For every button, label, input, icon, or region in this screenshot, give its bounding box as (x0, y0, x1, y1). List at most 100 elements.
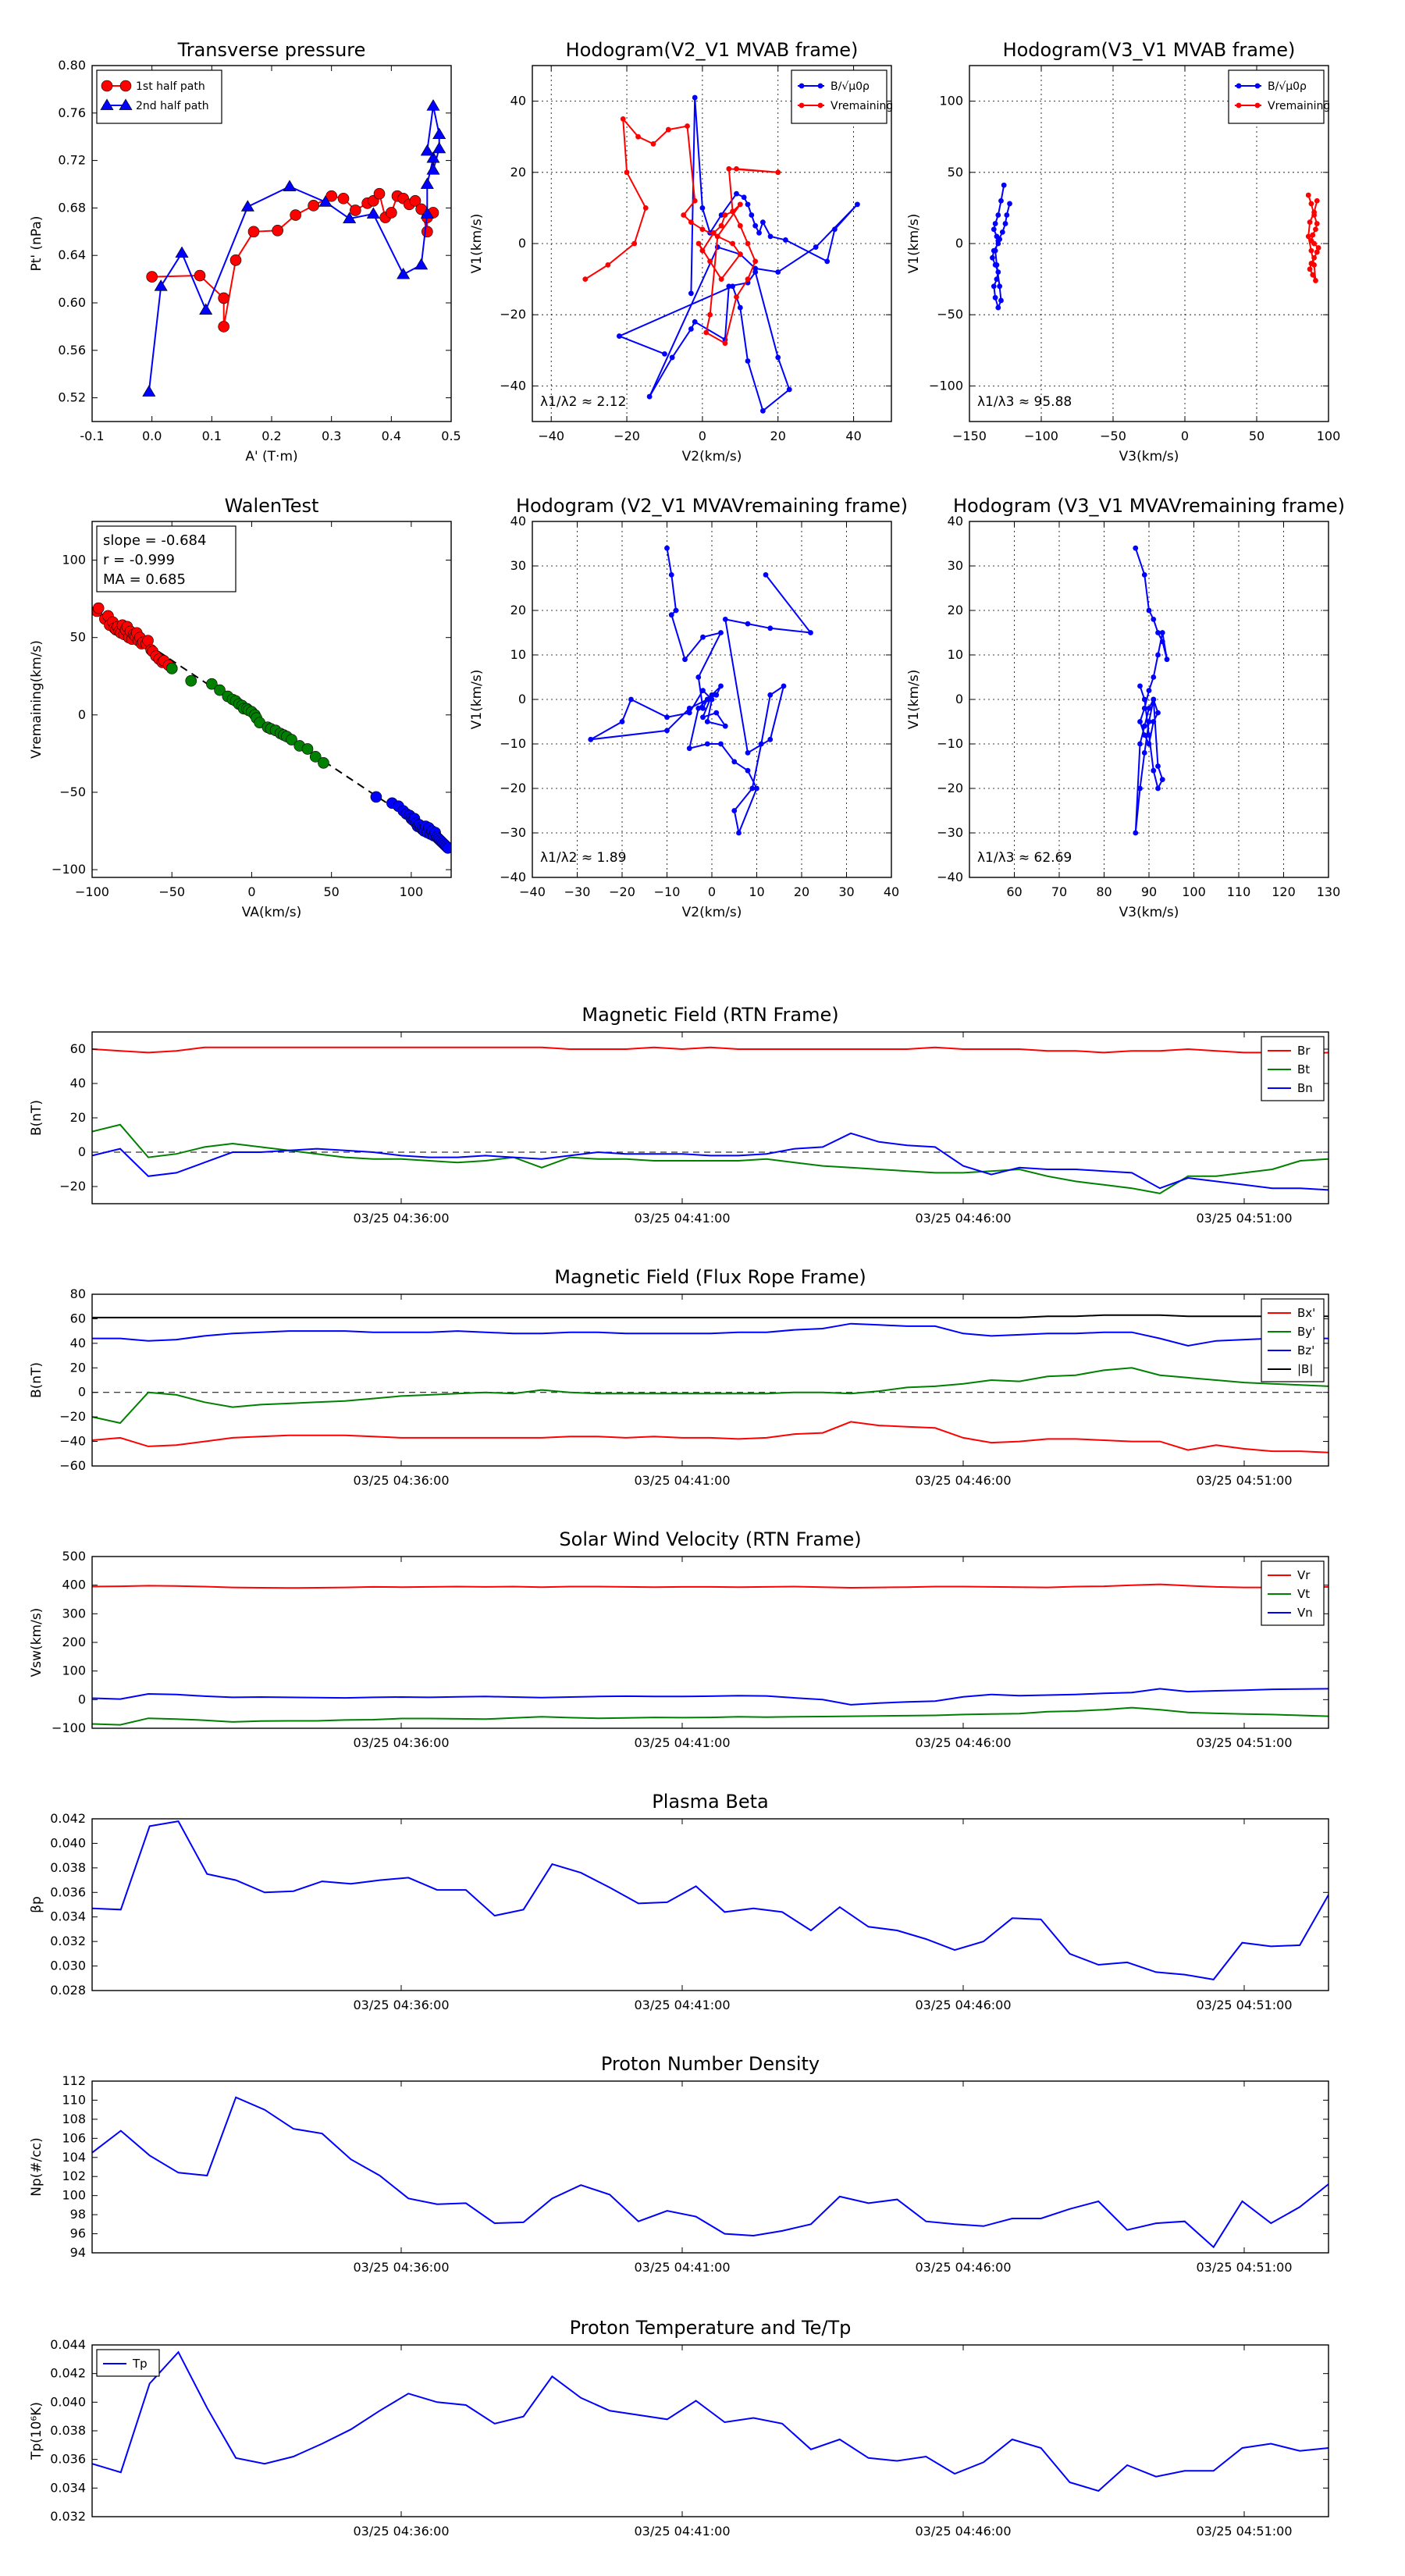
y-tick-label: 0.76 (58, 105, 86, 120)
data-point (1141, 706, 1147, 711)
y-tick-label: 0.80 (58, 58, 86, 73)
plot-content (990, 182, 1321, 311)
data-point (214, 684, 226, 696)
data-point (1313, 226, 1318, 233)
x-tick-label: 10 (749, 884, 764, 899)
data-point (619, 719, 625, 724)
y-tick-label: 0 (518, 692, 526, 706)
data-point (824, 258, 831, 265)
x-tick-label: 70 (1051, 884, 1067, 899)
data-point (669, 354, 675, 361)
y-tick-label: 80 (70, 1286, 86, 1301)
data-point (432, 141, 446, 154)
data-point (420, 144, 434, 156)
data-point (664, 545, 670, 551)
data-point (1159, 630, 1165, 635)
y-tick-label: 0 (955, 692, 963, 706)
x-tick-label: 03/25 04:46:00 (915, 1735, 1011, 1750)
data-point (990, 254, 995, 261)
y-axis-label: Np(#/cc) (29, 2137, 44, 2196)
legend-label: Tp (132, 2357, 148, 2371)
data-point (713, 692, 720, 698)
legend-frame (1228, 69, 1325, 124)
data-point (767, 736, 774, 742)
x-tick-label: 03/25 04:36:00 (353, 1735, 449, 1750)
y-axis-label: Vremaining(km/s) (29, 640, 44, 759)
series-line-b (92, 1314, 1329, 1318)
data-point (206, 678, 218, 690)
series-line-bt (92, 1123, 1329, 1194)
y-tick-label: 0.028 (50, 1983, 86, 1998)
data-point (1146, 719, 1152, 724)
data-point (734, 294, 739, 300)
x-axis-label: V2(km/s) (682, 905, 742, 920)
stats-line: r = -0.999 (103, 552, 175, 568)
x-tick-label: 03/25 04:36:00 (353, 1473, 449, 1488)
y-tick-label: −10 (937, 736, 963, 751)
data-point (1133, 545, 1139, 551)
data-point (745, 276, 751, 282)
x-tick-label: 50 (323, 884, 339, 899)
data-point (709, 692, 715, 698)
plot-content (92, 1583, 1329, 1726)
chart-title: Hodogram(V3_V1 MVAB frame) (1003, 39, 1296, 61)
data-point (995, 237, 1001, 244)
data-point (1146, 706, 1152, 711)
y-tick-label: 60 (70, 1041, 86, 1056)
data-point (685, 123, 690, 129)
y-tick-label: 100 (62, 553, 86, 568)
data-point (722, 340, 728, 347)
panel-vsw: 03/25 04:36:00 03/25 04:41:00 03/25 04:46:… (29, 1528, 1329, 1750)
y-tick-label: 40 (70, 1076, 86, 1091)
plot-frame (91, 1293, 1329, 1467)
data-point (692, 94, 698, 101)
x-tick-label: −100 (75, 884, 109, 899)
data-point (995, 304, 1001, 311)
series-v (582, 116, 781, 347)
series-v (588, 545, 813, 836)
data-point (734, 165, 739, 172)
data-point (218, 292, 229, 304)
x-tick-label: 03/25 04:41:00 (634, 2260, 730, 2275)
chart-title: Solar Wind Velocity (RTN Frame) (559, 1528, 861, 1550)
x-tick-label: 0.2 (261, 429, 281, 443)
x-tick-label: 90 (1141, 884, 1157, 899)
data-point (731, 808, 738, 813)
data-point (1307, 219, 1313, 226)
data-point (995, 212, 1001, 218)
data-point (1305, 192, 1311, 198)
y-tick-label: −20 (500, 307, 526, 322)
data-point (1311, 254, 1317, 261)
panel-bfield: 03/25 04:36:00 03/25 04:41:00 03/25 04:46:… (29, 1004, 1329, 1226)
y-axis-label: βp (29, 1896, 44, 1913)
data-point (337, 192, 350, 205)
y-tick-label: −20 (500, 781, 526, 795)
legend-label: Bn (1297, 1081, 1313, 1095)
data-point (605, 262, 611, 268)
data-point (1313, 278, 1318, 283)
plot-content (582, 94, 860, 414)
y-axis-label: Vsw(km/s) (29, 1608, 44, 1678)
data-point (373, 187, 386, 200)
data-point (831, 226, 838, 233)
data-point (308, 200, 319, 212)
x-tick-label: 40 (884, 884, 899, 899)
series-line-vn (92, 1688, 1329, 1706)
x-tick-label: 03/25 04:41:00 (634, 1211, 730, 1226)
data-point (704, 719, 710, 724)
data-point (350, 205, 361, 216)
data-point (722, 617, 728, 622)
data-point (745, 201, 751, 208)
data-point (763, 572, 769, 578)
data-point (994, 276, 1000, 282)
y-tick-label: 0 (78, 1385, 86, 1400)
data-point (745, 358, 751, 364)
legend-marker (1236, 102, 1242, 109)
legend-label: By' (1297, 1325, 1315, 1339)
panel-h3: −40 −30 −20 −10 0 10 20 30 40 −40 −30 −20 −10 0 10 20 30… (469, 495, 908, 920)
legend-label: Vt (1297, 1587, 1310, 1601)
data-point (736, 830, 742, 836)
data-point (668, 572, 674, 578)
data-point (752, 269, 759, 275)
x-tick-label: 20 (794, 884, 809, 899)
